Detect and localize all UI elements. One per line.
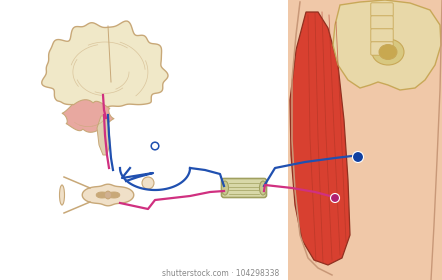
- FancyBboxPatch shape: [221, 179, 267, 197]
- FancyBboxPatch shape: [371, 3, 393, 16]
- Circle shape: [353, 151, 363, 162]
- Polygon shape: [82, 184, 134, 206]
- Polygon shape: [333, 0, 441, 90]
- Polygon shape: [97, 116, 110, 155]
- FancyBboxPatch shape: [371, 16, 393, 29]
- Circle shape: [151, 142, 159, 150]
- Polygon shape: [42, 21, 168, 108]
- Ellipse shape: [221, 181, 229, 195]
- Ellipse shape: [259, 181, 267, 195]
- Ellipse shape: [60, 185, 65, 205]
- Text: shutterstock.com · 104298338: shutterstock.com · 104298338: [162, 269, 280, 279]
- Circle shape: [104, 192, 111, 199]
- Circle shape: [142, 177, 154, 189]
- FancyBboxPatch shape: [371, 29, 393, 42]
- Polygon shape: [62, 100, 114, 132]
- Ellipse shape: [372, 39, 404, 65]
- Circle shape: [331, 193, 339, 202]
- Ellipse shape: [379, 45, 397, 60]
- FancyBboxPatch shape: [371, 42, 393, 55]
- Polygon shape: [96, 191, 120, 199]
- Polygon shape: [288, 0, 442, 280]
- Polygon shape: [290, 12, 350, 265]
